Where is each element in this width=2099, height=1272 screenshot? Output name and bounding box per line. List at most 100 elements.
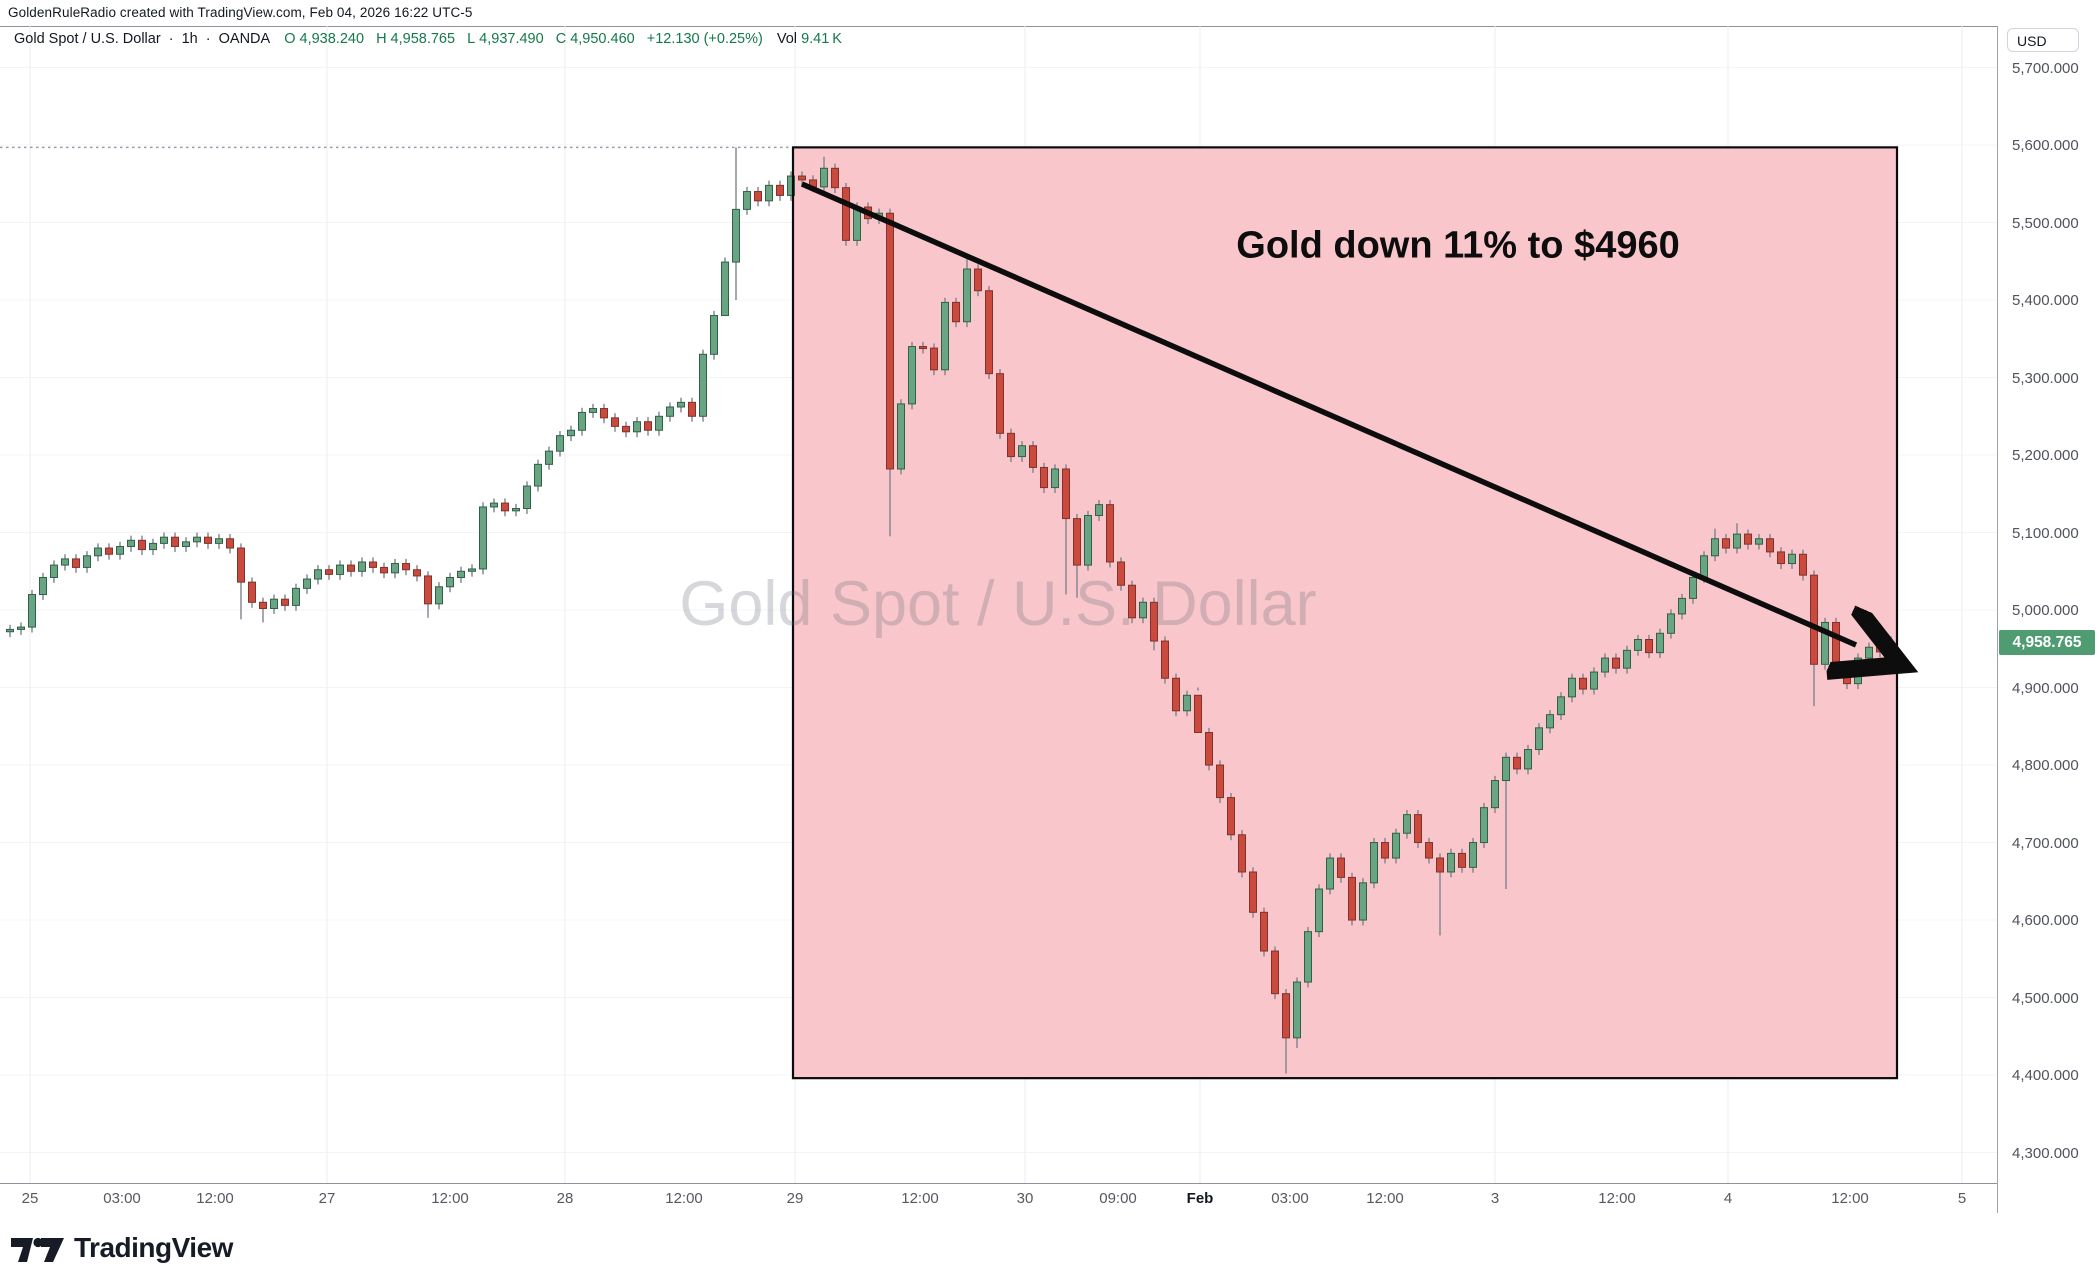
- candle-up: [677, 401, 685, 408]
- candle-up: [743, 191, 751, 210]
- symbol-name[interactable]: Gold Spot / U.S. Dollar: [14, 31, 161, 47]
- chart-canvas[interactable]: [0, 26, 1997, 1213]
- volume-value: 9.41 K: [801, 31, 842, 47]
- candle-down: [1513, 756, 1521, 770]
- time-tick-label: 12:00: [1366, 1190, 1404, 1207]
- candle-down: [1238, 834, 1246, 873]
- candle-down: [1414, 814, 1422, 844]
- candle-up: [567, 429, 575, 437]
- candle-up: [721, 261, 729, 317]
- candle-up: [1755, 538, 1763, 545]
- price-tick-label: 4,400.000: [2012, 1067, 2079, 1085]
- candle-up: [1557, 696, 1565, 716]
- candle-up: [1315, 888, 1323, 933]
- time-tick-label: 12:00: [665, 1190, 703, 1207]
- candle-up: [149, 542, 157, 551]
- candle-down: [1161, 640, 1169, 679]
- candle-up: [435, 586, 443, 605]
- time-tick-label: 25: [21, 1190, 39, 1207]
- time-axis[interactable]: 25 03:00 12:00 27 12:00 28 12:00 29 12:00 30 09:00…: [0, 1183, 1997, 1216]
- candle-down: [1073, 518, 1081, 566]
- candle-up: [83, 555, 91, 568]
- price-tick-label: 4,800.000: [2012, 757, 2079, 775]
- candle-down: [1425, 842, 1433, 859]
- candle-up: [1447, 852, 1455, 873]
- candle-down: [171, 536, 179, 547]
- candle-down: [226, 538, 234, 549]
- candle-down: [1117, 561, 1125, 586]
- candle-up: [270, 598, 278, 609]
- candle-up: [732, 208, 740, 263]
- candle-up: [1887, 648, 1895, 653]
- candle-down: [1876, 646, 1884, 653]
- candle-up: [523, 485, 531, 510]
- candle-down: [1249, 871, 1257, 913]
- candle-up: [941, 301, 949, 371]
- candle-down: [1645, 638, 1653, 654]
- candle-down: [611, 417, 619, 427]
- candle-up: [1370, 842, 1378, 884]
- price-tick-label: 4,300.000: [2012, 1144, 2079, 1162]
- currency-usd-button[interactable]: USD: [2007, 28, 2079, 52]
- candle-down: [930, 347, 938, 371]
- time-tick-label: 30: [1016, 1190, 1034, 1207]
- candle-up: [1601, 657, 1609, 673]
- candle-up: [666, 406, 674, 417]
- trend-arrow: [800, 181, 1856, 645]
- header-divider: [0, 26, 2099, 27]
- candle-up: [1183, 694, 1191, 712]
- candle-down: [259, 601, 267, 609]
- exchange-label[interactable]: OANDA: [218, 31, 271, 47]
- candle-down: [1260, 911, 1268, 952]
- candle-up: [710, 315, 718, 355]
- symbol-legend[interactable]: Gold Spot / U.S. Dollar · 1h · OANDA O 4,…: [14, 31, 846, 47]
- candle-up: [1480, 807, 1488, 844]
- candle-up: [534, 463, 542, 487]
- last-price-badge: 4,958.765: [1999, 630, 2095, 655]
- candle-up: [1667, 613, 1675, 634]
- candle-up: [1535, 727, 1543, 751]
- candle-up: [1051, 468, 1059, 489]
- separator-dot: ·: [168, 31, 174, 47]
- candle-up: [39, 576, 47, 596]
- price-tick-label: 5,000.000: [2012, 602, 2079, 620]
- annotation-text[interactable]: Gold down 11% to $4960: [1236, 224, 1680, 267]
- candle-up: [1865, 646, 1873, 659]
- candle-down: [1612, 657, 1620, 669]
- candle-down: [1579, 677, 1587, 690]
- tradingview-logo[interactable]: TradingView: [10, 1230, 233, 1266]
- price-tick-label: 5,300.000: [2012, 369, 2079, 387]
- candle-down: [1194, 694, 1202, 733]
- candle-down: [798, 175, 806, 181]
- candle-down: [831, 167, 839, 189]
- candle-down: [1799, 553, 1807, 576]
- candle-down: [974, 268, 982, 292]
- candle-up: [1678, 597, 1686, 615]
- candle-up: [292, 587, 300, 606]
- candle-up: [28, 594, 36, 628]
- candle-up: [1018, 445, 1026, 458]
- candle-up: [116, 545, 124, 555]
- candle-down: [1271, 950, 1279, 995]
- candle-up: [490, 502, 498, 508]
- candle-up: [193, 536, 201, 543]
- candle-down: [985, 290, 993, 375]
- interval-label[interactable]: 1h: [181, 31, 198, 47]
- candle-up: [1700, 555, 1708, 578]
- price-axis[interactable]: USD 5,700.000 5,600.000 5,500.000 5,400.000…: [1997, 26, 2099, 1213]
- tradingview-logo-icon: [11, 1237, 64, 1262]
- candle-up: [1568, 677, 1576, 698]
- candle-down: [347, 564, 355, 572]
- price-tick-label: 5,700.000: [2012, 59, 2079, 77]
- candle-down: [1106, 504, 1114, 563]
- candle-up: [160, 536, 168, 544]
- candle-up: [897, 403, 905, 470]
- candle-up: [1095, 504, 1103, 516]
- separator-dot: ·: [205, 31, 211, 47]
- candle-down: [996, 373, 1004, 434]
- candle-down: [1337, 857, 1345, 878]
- candle-up: [50, 564, 58, 578]
- candle-up: [765, 184, 773, 202]
- candle-down: [501, 502, 509, 512]
